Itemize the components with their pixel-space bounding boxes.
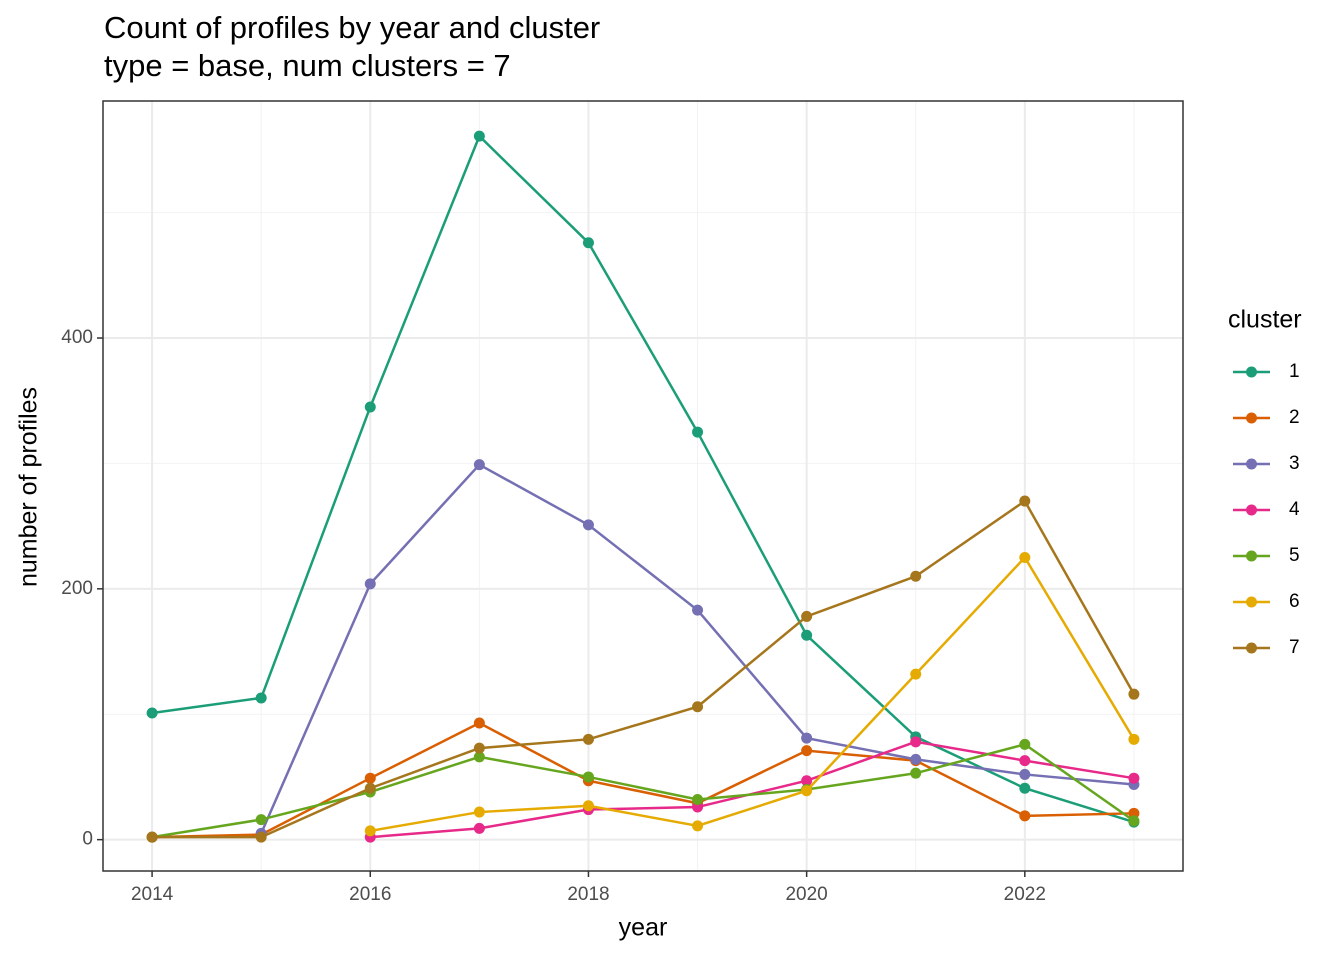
legend-title: cluster (1228, 306, 1302, 334)
point (255, 831, 267, 843)
point (473, 717, 485, 729)
point (473, 822, 485, 834)
point (1128, 733, 1140, 745)
legend-label: 4 (1289, 499, 1300, 520)
point (910, 668, 922, 680)
point (692, 604, 704, 616)
legend-key-point (1246, 366, 1257, 378)
point (582, 519, 594, 531)
point (1128, 815, 1140, 827)
point (910, 767, 922, 779)
y-tick-label: 200 (61, 578, 93, 599)
point (473, 742, 485, 754)
legend-key-point (1246, 642, 1257, 654)
point (473, 130, 485, 142)
y-tick-label: 400 (61, 327, 93, 348)
point (910, 736, 922, 748)
point (692, 801, 704, 813)
point (1019, 738, 1031, 750)
chart-title: Count of profiles by year and cluster (104, 10, 600, 45)
chart-subtitle: type = base, num clusters = 7 (104, 48, 511, 83)
point (1019, 495, 1031, 507)
point (146, 831, 158, 843)
point (1019, 782, 1031, 794)
point (910, 570, 922, 582)
point (801, 610, 813, 622)
legend-key-point (1246, 596, 1257, 608)
point (801, 785, 813, 797)
legend-key-point (1246, 550, 1257, 562)
point (255, 692, 267, 704)
point (801, 775, 813, 787)
legend-key-point (1246, 412, 1257, 424)
point (1128, 807, 1140, 819)
y-tick-label: 0 (82, 829, 93, 850)
legend-key-point (1246, 458, 1257, 470)
legend-label: 7 (1289, 637, 1300, 658)
legend-label: 1 (1289, 361, 1300, 382)
point (364, 578, 376, 590)
point (364, 825, 376, 837)
x-tick-label: 2014 (131, 884, 174, 905)
legend-key-point (1246, 504, 1257, 516)
point (255, 814, 267, 826)
legend-label: 2 (1289, 407, 1300, 428)
x-tick-label: 2020 (785, 884, 827, 905)
point (692, 794, 704, 806)
x-axis-label: year (619, 914, 668, 942)
point (473, 459, 485, 471)
point (364, 782, 376, 794)
x-tick-label: 2018 (567, 884, 609, 905)
point (582, 733, 594, 745)
series-line (152, 499, 1135, 839)
legend-label: 6 (1289, 591, 1300, 612)
point (364, 401, 376, 413)
point (146, 707, 158, 719)
legend-label: 3 (1289, 453, 1300, 474)
point (801, 732, 813, 744)
series-line (151, 742, 1135, 839)
point (364, 772, 376, 784)
series-line (370, 555, 1135, 833)
legend-label: 5 (1289, 545, 1300, 566)
series-line (151, 133, 1135, 824)
point (1019, 755, 1031, 767)
y-axis-label: number of profiles (15, 387, 43, 587)
point (473, 806, 485, 818)
x-tick-label: 2022 (1004, 884, 1046, 905)
point (1128, 772, 1140, 784)
point (910, 753, 922, 765)
point (692, 426, 704, 438)
point (692, 820, 704, 832)
point (801, 629, 813, 641)
point (582, 800, 594, 812)
panel-border (102, 100, 1184, 872)
point (1019, 768, 1031, 780)
series-line (370, 740, 1135, 839)
point (1019, 551, 1031, 563)
x-tick-label: 2016 (349, 884, 391, 905)
point (473, 751, 485, 763)
point (801, 745, 813, 757)
point (582, 771, 594, 783)
point (1128, 688, 1140, 700)
point (1019, 810, 1031, 822)
point (582, 237, 594, 249)
point (692, 701, 704, 713)
